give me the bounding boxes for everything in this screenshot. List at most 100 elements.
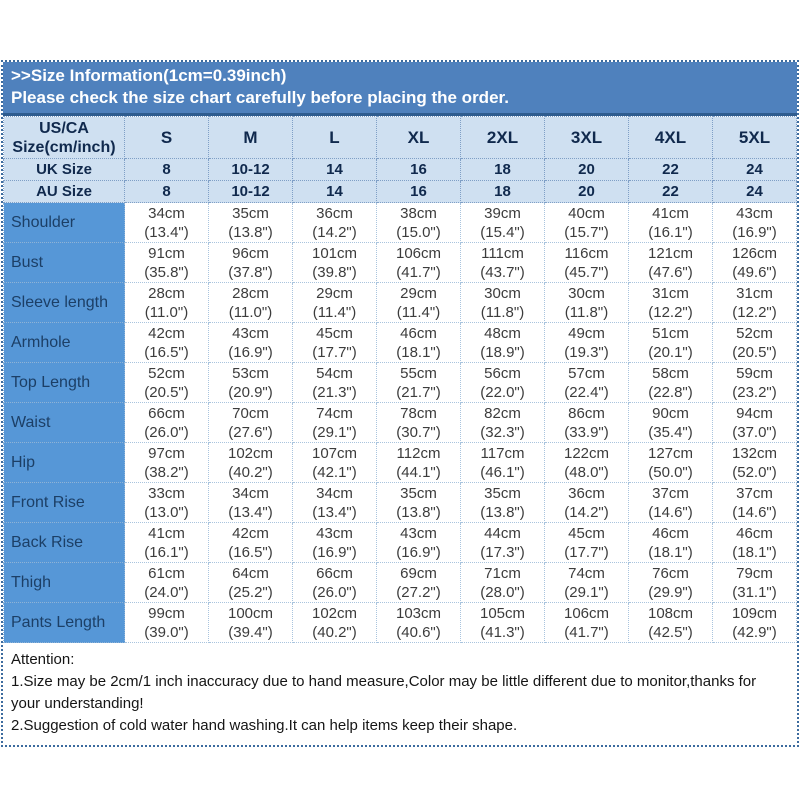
cell-inch-value: (26.0") — [144, 423, 189, 441]
cell-cm-value: 51cm — [652, 324, 689, 342]
corner-header: US/CA Size(cm/inch) — [3, 116, 125, 159]
size-value-cell: 22 — [628, 158, 713, 181]
cell-cm-value: 126cm — [731, 244, 778, 262]
measurement-cell: 34cm (13.4") — [292, 482, 377, 523]
cell-inch-value: (52.0") — [732, 463, 777, 481]
measurement-cell: 102cm (40.2") — [292, 602, 377, 643]
measurement-cell: 35cm (13.8") — [460, 482, 545, 523]
measurement-cell: 97cm (38.2") — [124, 442, 209, 483]
cell-inch-value: (20.9") — [228, 383, 273, 401]
measurement-cell: 61cm (24.0") — [124, 562, 209, 603]
cell-inch-value: (12.2") — [732, 303, 777, 321]
measurement-cell: 30cm (11.8") — [544, 282, 629, 323]
measurement-cell: 28cm (11.0") — [124, 282, 209, 323]
measurement-cell: 52cm (20.5") — [712, 322, 797, 363]
cell-cm-value: 42cm — [232, 524, 269, 542]
size-value-cell: 16 — [376, 158, 461, 181]
cell-inch-value: (35.8") — [144, 263, 189, 281]
size-header-row: US/CA Size(cm/inch) S M L XL 2XL 3XL 4XL 5XL — [3, 116, 797, 159]
measurement-cell: 31cm (12.2") — [628, 282, 713, 323]
measurement-cell: 112cm (44.1") — [376, 442, 461, 483]
measurement-cell: 69cm (27.2") — [376, 562, 461, 603]
measurement-row: Bust 91cm (35.8") 96cm (37.8") 101cm (39.8") 10… — [3, 242, 797, 283]
size-value-cell: 18 — [460, 158, 545, 181]
measurement-cell: 40cm (15.7") — [544, 202, 629, 243]
cell-cm-value: 30cm — [484, 284, 521, 302]
cell-cm-value: 52cm — [736, 324, 773, 342]
cell-inch-value: (22.4") — [564, 383, 609, 401]
measurement-cell: 30cm (11.8") — [460, 282, 545, 323]
cell-cm-value: 31cm — [652, 284, 689, 302]
measurement-cell: 45cm (17.7") — [544, 522, 629, 563]
measurement-cell: 132cm (52.0") — [712, 442, 797, 483]
cell-inch-value: (21.7") — [396, 383, 441, 401]
cell-inch-value: (15.0") — [396, 223, 441, 241]
cell-inch-value: (13.4") — [312, 503, 357, 521]
cell-inch-value: (50.0") — [648, 463, 693, 481]
size-value-cell: 8 — [124, 180, 209, 203]
measurement-cell: 127cm (50.0") — [628, 442, 713, 483]
cell-inch-value: (35.4") — [648, 423, 693, 441]
cell-inch-value: (28.0") — [480, 583, 525, 601]
cell-cm-value: 79cm — [736, 564, 773, 582]
cell-cm-value: 97cm — [148, 444, 185, 462]
cell-inch-value: (39.0") — [144, 623, 189, 641]
measurement-row: Armhole 42cm (16.5") 43cm (16.9") 45cm (17.7")… — [3, 322, 797, 363]
cell-inch-value: (42.1") — [312, 463, 357, 481]
cell-cm-value: 35cm — [484, 484, 521, 502]
cell-inch-value: (14.6") — [732, 503, 777, 521]
cell-inch-value: (42.5") — [648, 623, 693, 641]
cell-cm-value: 71cm — [484, 564, 521, 582]
measurement-cell: 103cm (40.6") — [376, 602, 461, 643]
cell-cm-value: 108cm — [647, 604, 694, 622]
cell-cm-value: 122cm — [563, 444, 610, 462]
cell-inch-value: (32.3") — [480, 423, 525, 441]
measurement-cell: 126cm (49.6") — [712, 242, 797, 283]
cell-inch-value: (48.0") — [564, 463, 609, 481]
size-value-cell: 14 — [292, 180, 377, 203]
measurement-cell: 41cm (16.1") — [124, 522, 209, 563]
cell-cm-value: 28cm — [148, 284, 185, 302]
cell-cm-value: 70cm — [232, 404, 269, 422]
measurement-cell: 36cm (14.2") — [544, 482, 629, 523]
measurement-cell: 64cm (25.2") — [208, 562, 293, 603]
cell-inch-value: (27.2") — [396, 583, 441, 601]
cell-inch-value: (16.1") — [648, 223, 693, 241]
cell-cm-value: 42cm — [148, 324, 185, 342]
cell-inch-value: (13.4") — [228, 503, 273, 521]
au-size-row: AU Size 8 10-12 14 16 18 20 22 24 — [3, 180, 797, 203]
measurement-cell: 41cm (16.1") — [628, 202, 713, 243]
measurement-cell: 111cm (43.7") — [460, 242, 545, 283]
cell-cm-value: 59cm — [736, 364, 773, 382]
cell-inch-value: (17.7") — [564, 543, 609, 561]
measurement-cell: 94cm (37.0") — [712, 402, 797, 443]
measurement-label: Sleeve length — [3, 282, 125, 323]
cell-cm-value: 109cm — [731, 604, 778, 622]
cell-cm-value: 56cm — [484, 364, 521, 382]
measurement-cell: 106cm (41.7") — [544, 602, 629, 643]
measurement-cell: 76cm (29.9") — [628, 562, 713, 603]
measurement-label: Shoulder — [3, 202, 125, 243]
cell-cm-value: 36cm — [568, 484, 605, 502]
cell-inch-value: (29.1") — [564, 583, 609, 601]
cell-cm-value: 38cm — [400, 204, 437, 222]
cell-inch-value: (40.2") — [228, 463, 273, 481]
size-col-header: 5XL — [712, 116, 797, 159]
cell-inch-value: (30.7") — [396, 423, 441, 441]
measurement-cell: 107cm (42.1") — [292, 442, 377, 483]
measurement-cell: 116cm (45.7") — [544, 242, 629, 283]
measurement-row: Thigh 61cm (24.0") 64cm (25.2") 66cm (26.0") 69… — [3, 562, 797, 603]
measurement-row: Front Rise 33cm (13.0") 34cm (13.4") 34cm (13.… — [3, 482, 797, 523]
cell-inch-value: (13.8") — [396, 503, 441, 521]
cell-inch-value: (13.0") — [144, 503, 189, 521]
size-value-cell: 24 — [712, 180, 797, 203]
measurement-cell: 101cm (39.8") — [292, 242, 377, 283]
cell-cm-value: 43cm — [400, 524, 437, 542]
measurement-cell: 29cm (11.4") — [376, 282, 461, 323]
measurement-cell: 34cm (13.4") — [208, 482, 293, 523]
cell-cm-value: 102cm — [227, 444, 274, 462]
cell-inch-value: (16.9") — [228, 343, 273, 361]
cell-inch-value: (16.9") — [312, 543, 357, 561]
cell-cm-value: 57cm — [568, 364, 605, 382]
cell-cm-value: 49cm — [568, 324, 605, 342]
